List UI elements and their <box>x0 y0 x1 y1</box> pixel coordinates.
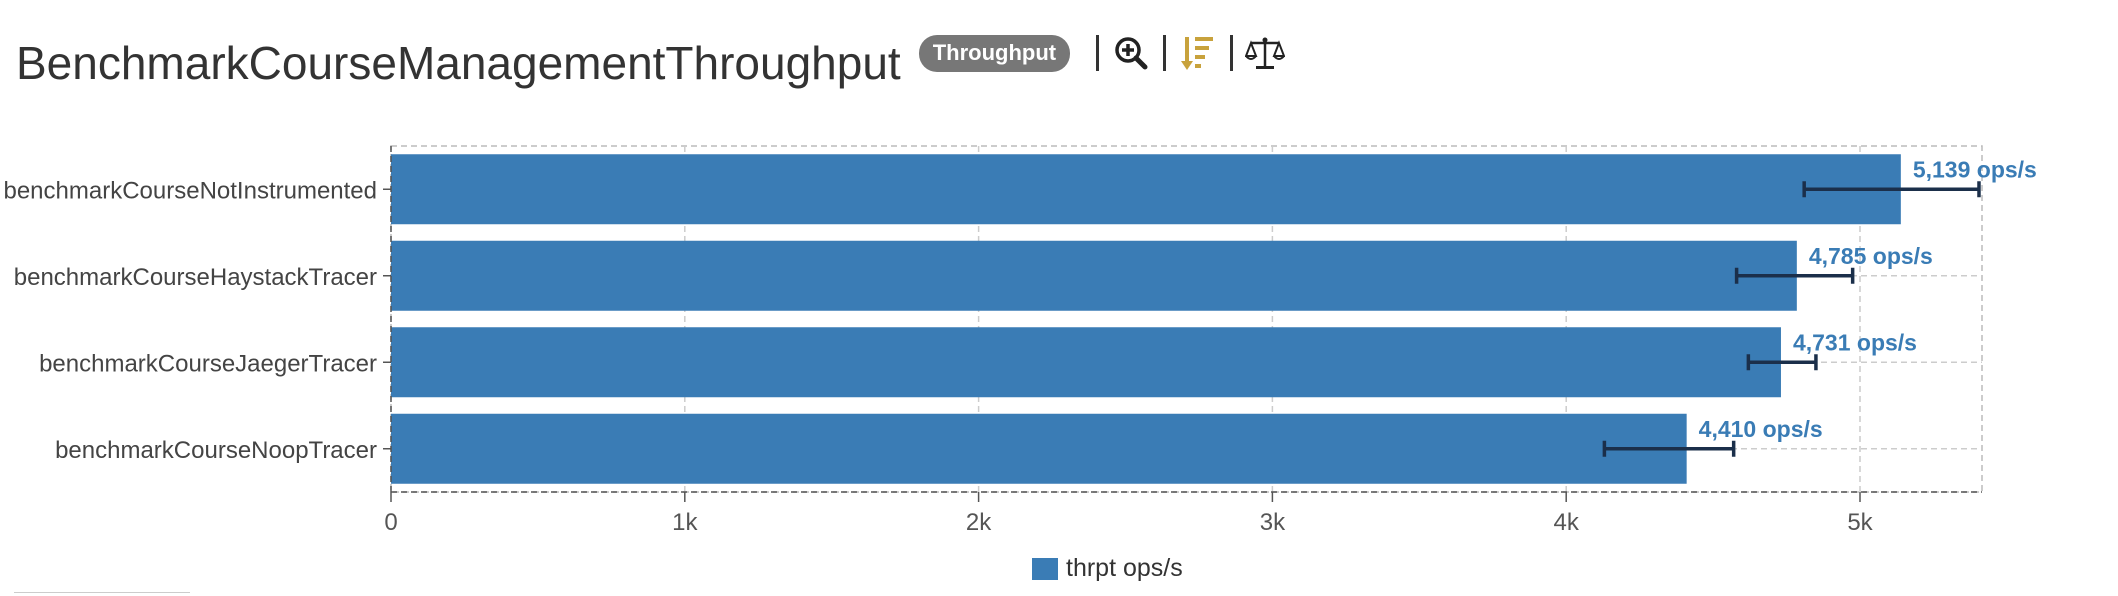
bar <box>391 413 1687 484</box>
x-tick-label: 0 <box>384 509 397 536</box>
y-tick-label: benchmarkCourseNotInstrumented <box>3 177 377 204</box>
y-tick-label: benchmarkCourseHaystackTracer <box>14 264 377 291</box>
data-label: 4,410 ops/s <box>1699 416 1823 442</box>
toolbar-divider <box>1096 35 1100 71</box>
bar <box>391 240 1797 311</box>
legend-label: thrpt ops/s <box>1066 554 1183 582</box>
data-label: 5,139 ops/s <box>1913 156 2037 182</box>
y-tick-label: benchmarkCourseNoopTracer <box>55 437 377 464</box>
toolbar <box>1084 33 1286 73</box>
balance-scale-icon[interactable] <box>1245 33 1286 73</box>
x-tick-label: 1k <box>672 509 698 536</box>
x-tick-label: 2k <box>966 509 992 536</box>
chart-header: BenchmarkCourseManagementThroughput Thro… <box>16 28 1286 98</box>
data-label: 4,785 ops/s <box>1809 243 1933 269</box>
x-tick-label: 5k <box>1847 509 1873 536</box>
legend-swatch <box>1032 557 1058 580</box>
page-title: BenchmarkCourseManagementThroughput <box>16 37 901 89</box>
metric-badge[interactable]: Throughput <box>918 34 1071 72</box>
bar <box>391 327 1781 398</box>
x-tick-label: 3k <box>1260 509 1286 536</box>
divider <box>14 592 190 593</box>
toolbar-divider <box>1230 35 1234 71</box>
bar <box>391 154 1901 225</box>
data-label: 4,731 ops/s <box>1793 329 1917 355</box>
y-tick-label: benchmarkCourseJaegerTracer <box>39 350 377 377</box>
sort-descending-icon[interactable] <box>1178 33 1218 73</box>
x-tick-label: 4k <box>1554 509 1580 536</box>
chart-legend[interactable]: thrpt ops/s <box>1032 554 1183 583</box>
zoom-in-icon[interactable] <box>1111 33 1151 73</box>
toolbar-divider <box>1163 35 1167 71</box>
